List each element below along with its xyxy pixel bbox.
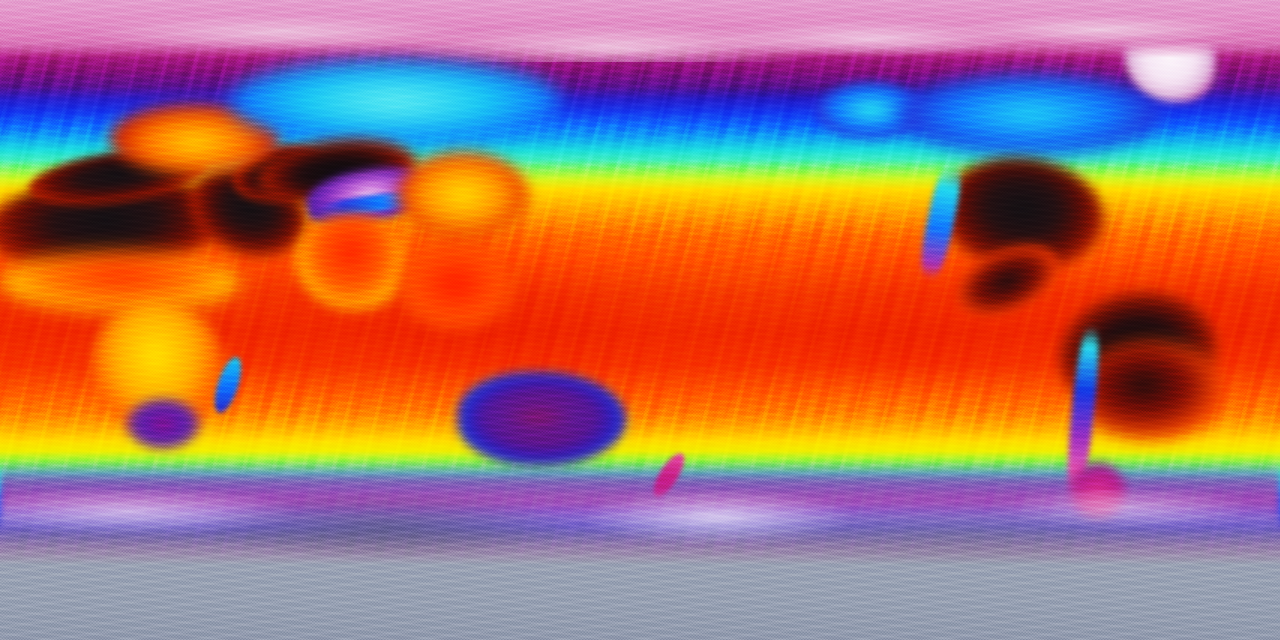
- antarctic-surface-texture: [0, 490, 1280, 640]
- region-southeast-asia: [396, 236, 516, 332]
- arctic-cloud-texture: [0, 0, 1280, 62]
- region-east-asia: [398, 152, 528, 238]
- region-australia-interior: [478, 392, 598, 442]
- region-sahel: [0, 252, 240, 312]
- region-brazil: [1076, 340, 1226, 440]
- region-siberia: [230, 58, 560, 144]
- region-south-africa-cape: [126, 398, 200, 450]
- region-india: [296, 214, 406, 310]
- region-canada: [900, 74, 1160, 154]
